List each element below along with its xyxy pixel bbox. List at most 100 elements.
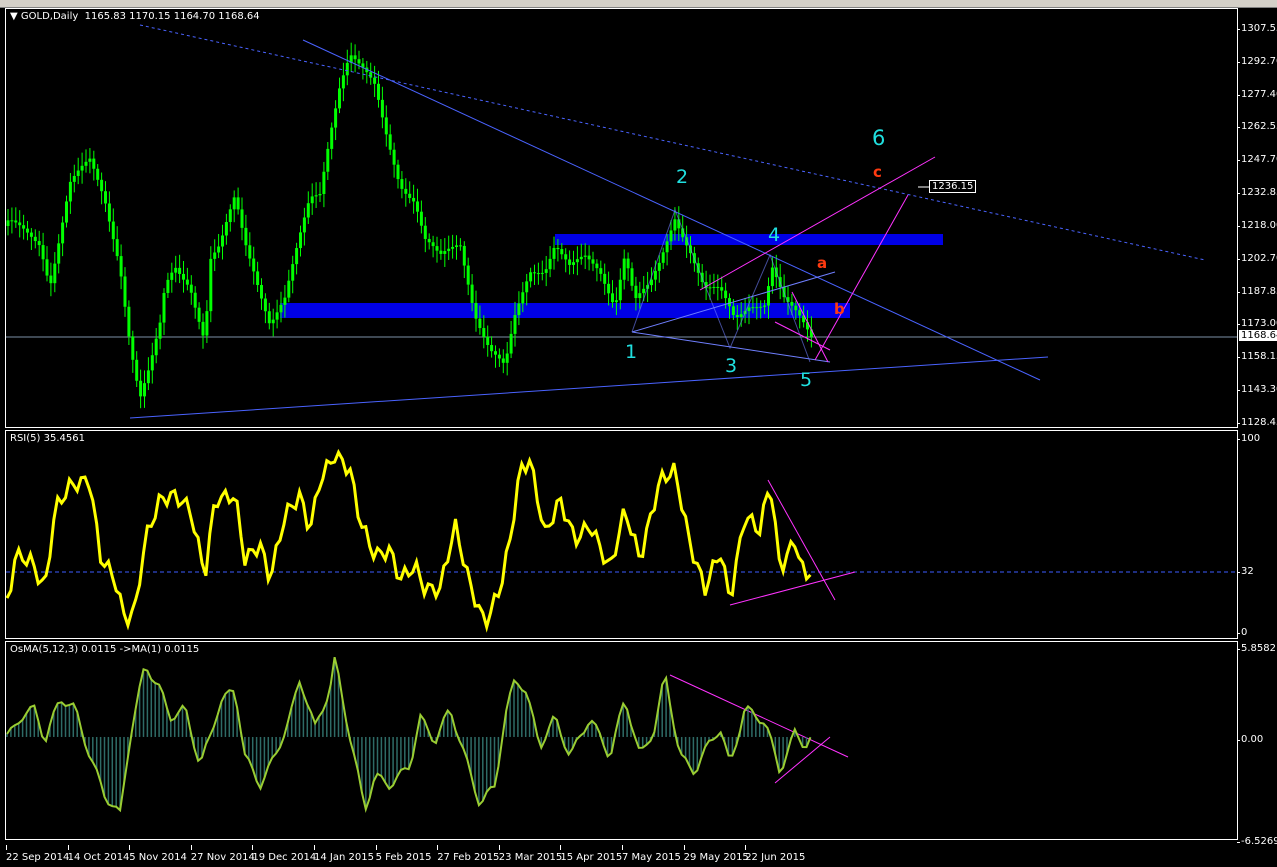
candle	[158, 322, 162, 339]
candle	[673, 219, 677, 231]
candle	[642, 288, 646, 294]
candle	[287, 280, 291, 298]
wave-label-3[interactable]: 3	[725, 355, 738, 377]
price-panel[interactable]	[5, 8, 1238, 428]
osma-tick: -6.5269	[1237, 836, 1277, 847]
candle	[380, 99, 384, 118]
collapse-triangle-icon[interactable]: ▼	[10, 11, 18, 22]
candle	[76, 170, 80, 176]
candle	[790, 301, 794, 306]
candle	[525, 281, 529, 293]
candle	[197, 307, 201, 322]
candle	[271, 319, 275, 324]
rsi-panel[interactable]	[5, 430, 1238, 639]
candle	[794, 305, 798, 311]
candle	[533, 272, 536, 274]
candle	[728, 298, 731, 307]
pink-wedge-1[interactable]	[791, 291, 829, 363]
wave-label-4[interactable]: 4	[768, 224, 781, 246]
candle	[423, 225, 427, 239]
date-tick: 14 Oct 2014	[67, 845, 130, 863]
candle	[575, 259, 579, 263]
candle	[451, 246, 455, 249]
trendline-upper-dashed[interactable]	[139, 24, 1206, 261]
candle	[536, 273, 540, 275]
candle	[131, 336, 135, 360]
wave-label-a[interactable]: a	[817, 254, 828, 272]
candle	[677, 219, 681, 229]
rsi-pink-up[interactable]	[729, 571, 856, 606]
candle	[599, 268, 603, 274]
candle	[107, 203, 111, 222]
date-tick: 5 Nov 2014	[129, 845, 187, 863]
trendline-descending[interactable]	[302, 39, 1041, 381]
wave-label-b[interactable]: b	[834, 300, 845, 318]
candle	[193, 292, 197, 308]
candle	[669, 230, 673, 242]
price-tick: 1247.70	[1236, 154, 1277, 165]
osma-title: OsMA(5,12,3) 0.0115 ->MA(1) 0.0115	[10, 644, 200, 655]
candle	[72, 175, 76, 182]
candle	[170, 272, 174, 280]
toolbar	[0, 0, 1277, 8]
candle	[236, 197, 240, 210]
candle	[41, 245, 45, 260]
candle	[759, 306, 763, 308]
support-zone[interactable]	[280, 303, 850, 318]
candle	[384, 117, 388, 135]
candle	[275, 312, 279, 320]
current-price-label: 1168.64	[1239, 330, 1277, 341]
price-tick: 1202.70	[1236, 253, 1277, 264]
candle	[486, 336, 490, 346]
wave-label-2[interactable]: 2	[676, 166, 689, 188]
date-tick: 27 Feb 2015	[437, 845, 500, 863]
price-tick: 1158.15	[1236, 351, 1277, 362]
pink-line-b[interactable]	[814, 194, 909, 361]
candle	[37, 241, 41, 246]
price-tick: 1292.70	[1236, 56, 1277, 67]
candle	[322, 171, 326, 194]
candle	[166, 279, 170, 293]
candle	[408, 193, 412, 198]
candle	[248, 245, 252, 259]
candle	[509, 333, 513, 354]
wave-channel-low[interactable]	[631, 331, 831, 363]
candle	[182, 273, 185, 280]
wave-label-6[interactable]: 6	[872, 126, 886, 150]
wave-label-5[interactable]: 5	[800, 369, 813, 391]
candle	[731, 306, 735, 316]
candle	[521, 292, 525, 304]
candle	[388, 134, 392, 150]
resistance-zone[interactable]	[555, 234, 943, 245]
candle	[80, 165, 84, 171]
candle	[22, 225, 26, 229]
wave-lines[interactable]	[631, 208, 811, 363]
candle	[497, 354, 501, 359]
osma-tick: 0.00	[1236, 734, 1264, 745]
wave-label-c[interactable]: c	[873, 163, 882, 181]
candle	[279, 304, 283, 313]
osma-pink-up[interactable]	[774, 736, 831, 784]
candle	[630, 268, 634, 286]
price-label-object[interactable]: 1236.15	[929, 180, 977, 193]
pink-wedge-2[interactable]	[774, 321, 831, 351]
date-tick: 27 Nov 2014	[190, 845, 255, 863]
osma-pink-down[interactable]	[669, 674, 849, 758]
candle	[150, 355, 154, 371]
candle	[92, 158, 96, 169]
candle	[6, 220, 10, 226]
pink-line-c[interactable]	[699, 156, 936, 291]
candle	[326, 148, 330, 172]
trendline-support[interactable]	[129, 356, 1049, 419]
candle	[400, 179, 404, 189]
candle	[135, 359, 139, 381]
wave-label-1[interactable]: 1	[625, 341, 638, 363]
candle	[657, 262, 661, 271]
candle	[739, 314, 743, 317]
candle	[435, 246, 439, 251]
price-tick: 1143.30	[1236, 384, 1277, 395]
candle	[209, 258, 213, 312]
candle	[139, 380, 143, 397]
wave-channel-high[interactable]	[631, 271, 836, 333]
